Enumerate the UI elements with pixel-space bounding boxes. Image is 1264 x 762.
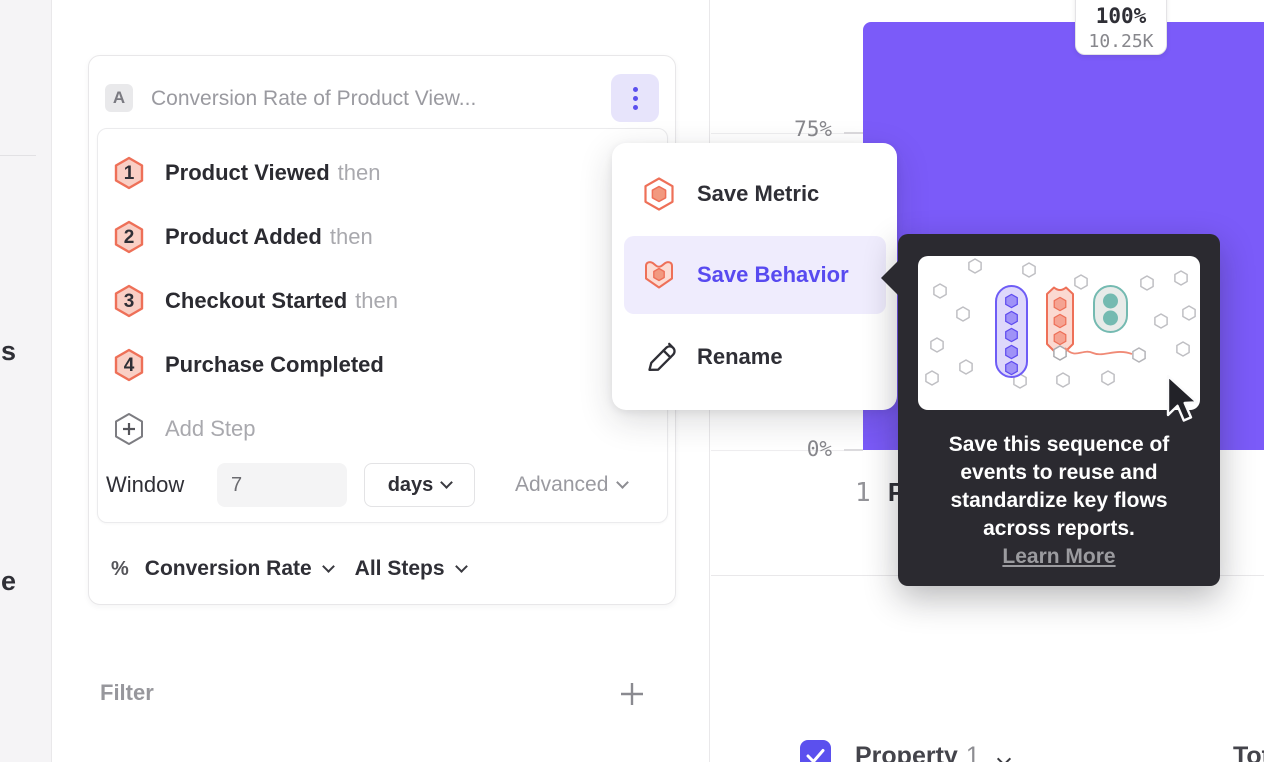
metric-scope-dropdown[interactable]: All Steps [354,557,445,580]
funnel-step-row[interactable]: 3 Checkout Started then [106,275,661,327]
window-value-input[interactable] [217,463,347,507]
tooltip-text: Save this sequence of events to reuse an… [898,431,1220,571]
y-axis-tick-75: 75% [794,117,832,141]
checkmark-icon [806,749,825,762]
series-options-button[interactable] [611,74,659,122]
kebab-menu-icon [632,86,638,92]
tick-0 [844,449,863,451]
menu-item-rename[interactable]: Rename [612,329,897,385]
sidebar: s e [0,0,52,762]
legend-property-dropdown[interactable]: Property 1 [855,742,1011,762]
bar-percent-value: 100% [1095,4,1147,28]
chevron-down-icon [616,476,630,489]
y-axis-tick-0: 0% [806,437,832,461]
gridline-75 [711,133,862,134]
learn-more-link[interactable]: Learn More [1002,545,1116,568]
step-number-hexagon-icon: 3 [114,284,144,318]
tooltip-arrow [881,260,899,296]
series-card: A Conversion Rate of Product View... 1 P… [88,55,676,605]
filter-section: Filter [100,678,656,714]
legend-checkbox[interactable] [800,740,831,762]
window-label: Window [106,472,185,497]
sidebar-item-clipped-s[interactable]: s [1,336,17,366]
add-step-label: Add Step [165,416,256,441]
chevron-down-icon[interactable] [321,560,335,573]
funnel-step-row[interactable]: 4 Purchase Completed [106,339,661,391]
bar-count-value: 10.25K [1088,31,1154,52]
behavior-illustration [918,256,1200,422]
legend-total-column-header: Total [1233,742,1264,762]
step-connector-text: then [329,224,373,249]
step-number-hexagon-icon: 4 [114,348,144,382]
chevron-down-icon [996,751,1011,762]
save-behavior-bookmark-icon [641,259,677,291]
filter-label: Filter [100,680,154,705]
sidebar-divider [0,155,36,156]
menu-item-save-metric[interactable]: Save Metric [612,166,897,222]
step-number-hexagon-icon: 2 [114,220,144,254]
step-connector-text: then [355,288,398,313]
cursor-arrow-icon [1166,374,1199,422]
step-number-hexagon-icon: 1 [114,156,144,190]
add-filter-button[interactable] [616,678,648,710]
conversion-window-row: Window days Advanced [98,463,669,507]
sidebar-item-clipped-e[interactable]: e [1,566,17,596]
add-step-button[interactable]: Add Step [106,403,661,455]
chevron-down-icon[interactable] [454,560,468,573]
series-title[interactable]: Conversion Rate of Product View... [151,87,477,110]
funnel-steps-card: 1 Product Viewed then 2 Product Added th… [97,128,668,523]
step-event-name[interactable]: Product Viewed [165,160,330,185]
funnel-step-row[interactable]: 2 Product Added then [106,211,661,263]
add-step-hexagon-icon [114,412,144,446]
x-axis-step-number: 1 [855,478,871,508]
bar-value-card: 100% 10.25K [1075,0,1167,55]
series-badge: A [105,84,133,112]
save-behavior-tooltip: Save this sequence of events to reuse an… [881,234,1220,586]
pencil-icon [641,340,677,374]
series-context-menu: Save Metric Save Behavior Rename [612,143,897,410]
window-unit-select[interactable]: days [364,463,475,507]
advanced-toggle[interactable]: Advanced [515,463,630,507]
save-metric-hexagon-icon [641,176,677,212]
gridline-0 [711,450,862,451]
step-event-name[interactable]: Product Added [165,224,322,249]
query-builder-panel: A Conversion Rate of Product View... 1 P… [52,0,710,762]
step-event-name[interactable]: Checkout Started [165,288,348,313]
tick-75 [844,132,863,134]
chevron-down-icon [440,476,454,489]
percent-icon: % [111,557,129,580]
metric-type-dropdown[interactable]: Conversion Rate [144,557,312,580]
metric-row: % Conversion Rate All Steps [111,553,468,585]
funnel-step-row[interactable]: 1 Product Viewed then [106,147,661,199]
step-connector-text: then [337,160,381,185]
menu-item-save-behavior[interactable]: Save Behavior [612,247,897,303]
step-event-name[interactable]: Purchase Completed [165,352,384,377]
